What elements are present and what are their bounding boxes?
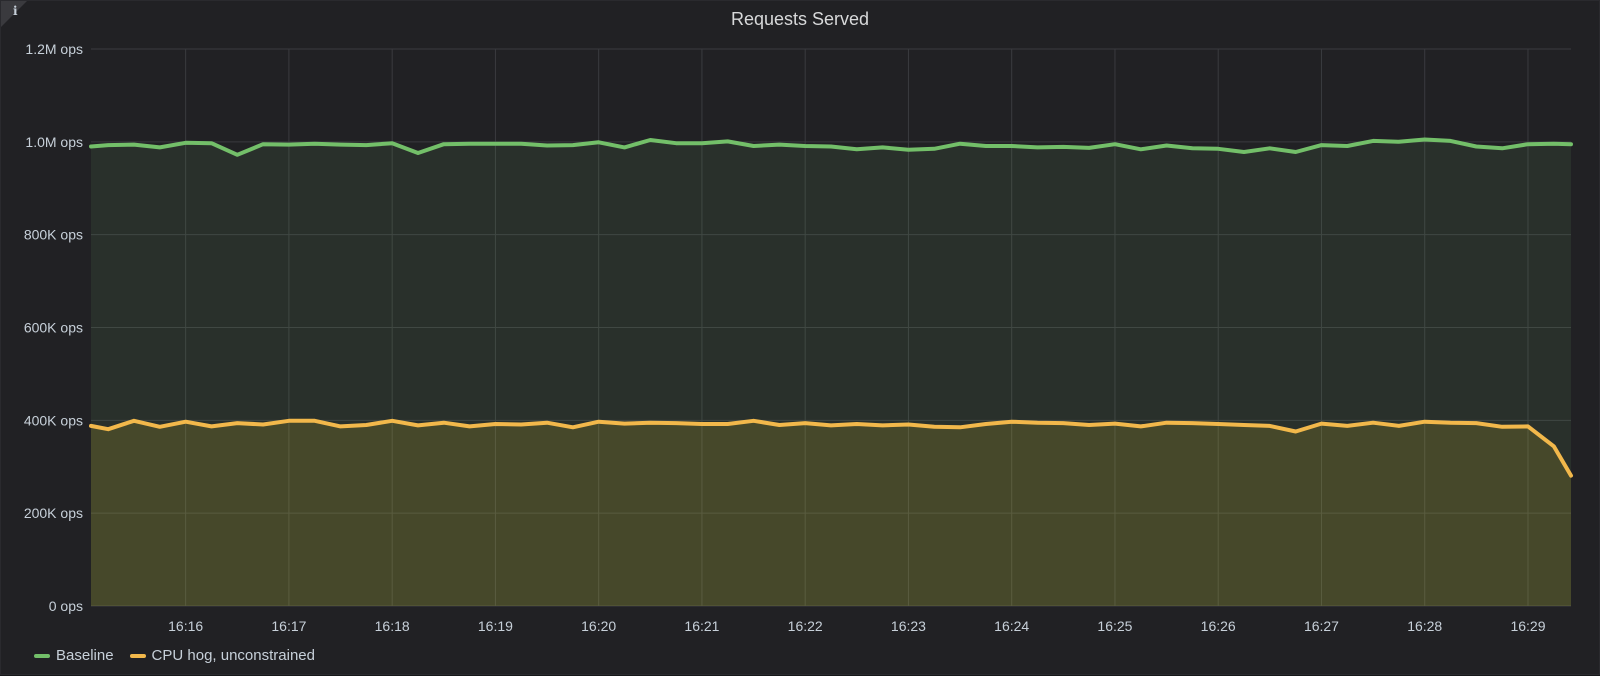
x-tick-label: 16:18 [375, 618, 410, 634]
x-tick-label: 16:20 [581, 618, 616, 634]
legend-label-cpu-hog: CPU hog, unconstrained [151, 647, 315, 664]
panel-title: Requests Served [730, 9, 870, 29]
y-tick-label: 1.2M ops [25, 41, 83, 57]
series-line-1 [89, 418, 1573, 478]
x-tick-label: 16:25 [1097, 618, 1132, 634]
y-tick-label: 800K ops [24, 227, 83, 243]
x-tick-label: 16:27 [1304, 618, 1339, 634]
x-tick-label: 16:26 [1201, 618, 1236, 634]
x-tick-label: 16:28 [1407, 618, 1442, 634]
legend: Baseline CPU hog, unconstrained [34, 647, 315, 664]
legend-item-baseline[interactable]: Baseline [34, 647, 114, 664]
y-tick-label: 400K ops [24, 412, 83, 428]
legend-swatch-baseline [34, 653, 50, 658]
y-tick-label: 1.0M ops [25, 134, 83, 150]
series-area-1 [91, 420, 1571, 606]
x-tick-label: 16:24 [994, 618, 1029, 634]
x-tick-label: 16:21 [684, 618, 719, 634]
legend-label-baseline: Baseline [56, 647, 114, 664]
legend-swatch-cpu-hog [129, 653, 146, 658]
x-tick-label: 16:19 [478, 618, 513, 634]
series-area-0 [91, 139, 1571, 606]
series-line-0 [89, 137, 1573, 157]
y-tick-label: 600K ops [24, 320, 83, 336]
legend-item-cpu-hog[interactable]: CPU hog, unconstrained [129, 647, 315, 664]
x-tick-label: 16:29 [1510, 618, 1545, 634]
y-tick-label: 200K ops [24, 505, 83, 521]
info-icon[interactable]: i [13, 4, 18, 18]
x-tick-label: 16:23 [891, 618, 926, 634]
x-tick-label: 16:17 [271, 618, 306, 634]
x-tick-label: 16:22 [788, 618, 823, 634]
info-corner[interactable] [1, 1, 27, 27]
x-tick-label: 16:16 [168, 618, 203, 634]
y-tick-label: 0 ops [49, 598, 83, 614]
